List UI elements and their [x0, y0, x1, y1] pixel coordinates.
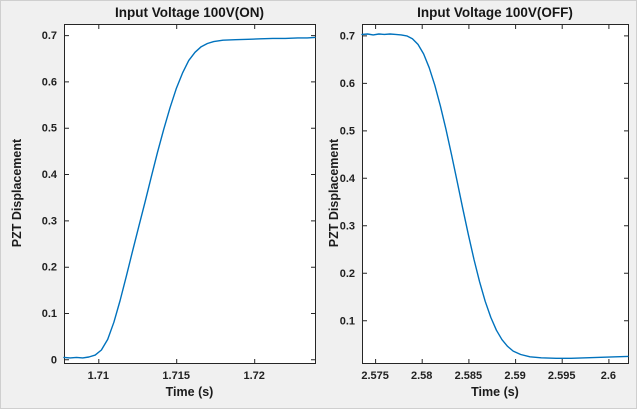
subplot-off: 2.575 2.58 2.585 2.59 2.595 2.6 0.1 0.2 0.3 0.4 0.…: [340, 24, 629, 382]
axes-box: [64, 24, 316, 364]
y-tick-label: 0: [51, 354, 57, 366]
y-axis-label-off: PZT Displacement: [327, 138, 341, 248]
y-tick-label: 0.5: [42, 123, 57, 135]
x-tick-label: 1.72: [243, 370, 264, 382]
y-tick-label: 0.4: [42, 169, 58, 181]
y-tick-label: 0.6: [42, 76, 57, 88]
pzt-displacement-on-curve: [63, 36, 316, 359]
x-tick-label: 2.59: [504, 370, 525, 382]
axes-box: [362, 24, 629, 364]
pzt-displacement-off-curve: [361, 33, 629, 359]
x-tick-label: 2.575: [361, 370, 389, 382]
y-tick-label: 0.1: [340, 315, 355, 327]
y-tick-label: 0.7: [340, 30, 355, 42]
x-tick-label: 1.715: [162, 370, 190, 382]
x-tick-label: 2.595: [548, 370, 576, 382]
y-tick-label: 0.2: [42, 262, 57, 274]
plot-title-on: Input Voltage 100V(ON): [114, 5, 264, 20]
y-tick-label: 0.4: [340, 173, 356, 185]
x-axis-label-on: Time (s): [165, 385, 214, 399]
x-tick-label: 1.71: [88, 370, 109, 382]
axis-ticks: [363, 25, 628, 363]
y-tick-label: 0.3: [340, 220, 355, 232]
x-tick-label: 2.6: [601, 370, 616, 382]
x-axis-label-off: Time (s): [471, 385, 519, 399]
y-axis-label-on: PZT Displacement: [10, 138, 24, 248]
y-tick-label: 0.1: [42, 308, 57, 320]
y-tick-label: 0.3: [42, 215, 57, 227]
y-tick-label: 0.2: [340, 268, 355, 280]
y-tick-label: 0.5: [340, 125, 355, 137]
x-tick-label: 2.58: [411, 370, 432, 382]
y-tick-label: 0.6: [340, 78, 355, 90]
plot-title-off: Input Voltage 100V(OFF): [417, 5, 573, 20]
subplot-on: 1.71 1.715 1.72 0 0.1 0.2 0.3 0.4 0.5 0.6 0.7: [42, 24, 316, 382]
x-tick-label: 2.585: [455, 370, 483, 382]
axis-ticks: [65, 25, 315, 363]
y-tick-label: 0.7: [42, 30, 57, 42]
